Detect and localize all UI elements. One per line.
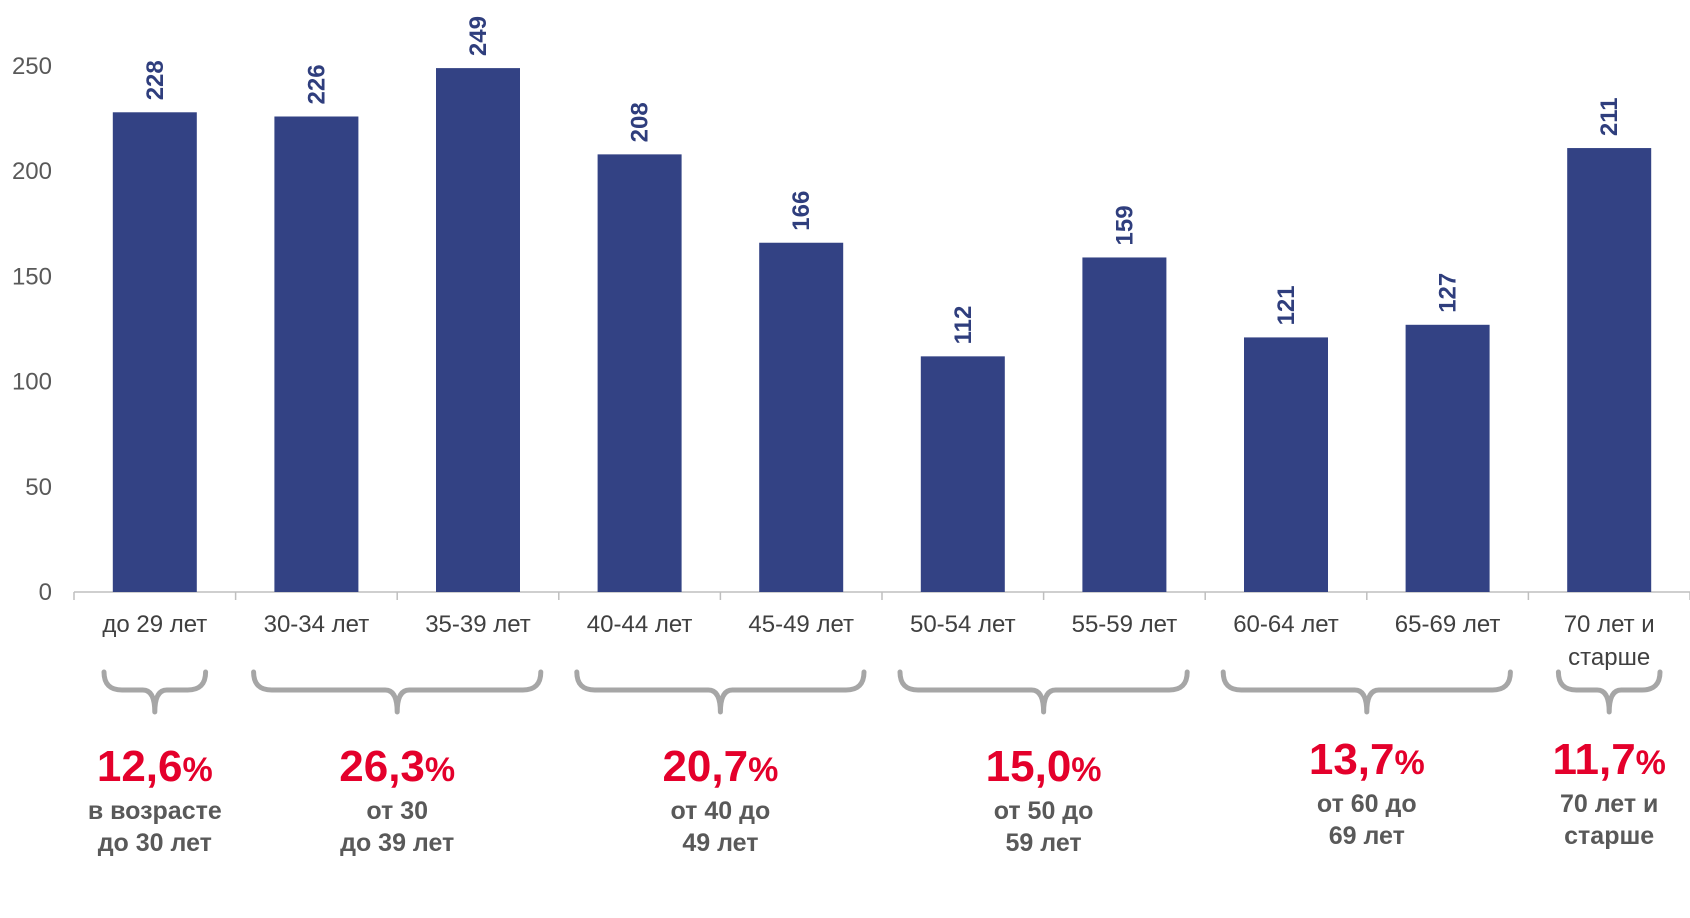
bars	[112, 68, 1652, 593]
group-brace	[1220, 669, 1513, 715]
bar	[112, 112, 197, 593]
bar	[1567, 148, 1652, 592]
y-tick-label: 0	[39, 579, 52, 606]
group-percent-value: 11,7	[1552, 735, 1636, 784]
bar	[436, 68, 520, 592]
group-description: от 60 до 69 лет	[1257, 788, 1477, 852]
group-description-line: от 40 до	[670, 797, 771, 825]
group-description-line: старше	[1564, 822, 1655, 850]
group-percent: 12,6%	[55, 742, 255, 792]
bar	[1405, 324, 1490, 592]
group-brace	[251, 669, 544, 715]
category-labels: до 29 лет 30-34 лет 35-39 лет 40-44 лет 45-4…	[102, 611, 1654, 671]
x-tick-label: 65-69 лет	[1395, 611, 1501, 638]
y-tick-label: 150	[12, 263, 52, 290]
bar	[1244, 337, 1328, 592]
bar-value-label: 121	[1273, 285, 1300, 325]
group-brace	[101, 669, 209, 715]
group-percent-value: 13,7	[1308, 735, 1395, 784]
group-percent-sign: %	[1635, 744, 1666, 782]
x-tick-label: 55-59 лет	[1072, 611, 1178, 638]
group-description-line: до 30 лет	[97, 829, 212, 857]
bar-value-label: 211	[1596, 97, 1623, 136]
bar-value-label: 249	[465, 16, 492, 56]
bar	[759, 242, 844, 592]
group-description-line: 49 лет	[682, 829, 759, 857]
group-description-line: 59 лет	[1005, 829, 1082, 857]
bar-value-label: 159	[1111, 205, 1138, 245]
bar	[274, 116, 359, 592]
x-tick-label: 30-34 лет	[264, 611, 370, 638]
y-tick-label: 200	[12, 158, 52, 185]
y-axis: 0 50 100 150 200 250	[12, 53, 52, 606]
group-percent-sign: %	[424, 751, 456, 789]
group-percent-value: 20,7	[662, 742, 749, 791]
group-description: от 30 до 39 лет	[287, 795, 507, 859]
value-labels: 228 226 249 208 166 112 159 121 127 211	[142, 16, 1623, 344]
group-description-line: в возрасте	[87, 797, 222, 825]
group-percent-sign: %	[748, 751, 779, 789]
bar-value-label: 228	[142, 60, 169, 100]
bar	[1082, 257, 1167, 592]
bar-value-label: 166	[788, 191, 815, 231]
group-brace	[1555, 669, 1663, 715]
x-tick-label: 45-49 лет	[748, 611, 854, 638]
group-description: 70 лет и старше	[1499, 788, 1690, 852]
x-axis	[73, 591, 1690, 600]
group-description: в возрасте до 30 лет	[45, 795, 265, 859]
group-percent-value: 12,6	[96, 742, 183, 791]
group-percent-sign: %	[1394, 744, 1425, 782]
x-tick-label: 40-44 лет	[587, 611, 693, 638]
group-braces	[101, 669, 1663, 715]
group-percent-value: 15,0	[985, 742, 1072, 791]
x-tick-label: до 29 лет	[102, 611, 207, 638]
bar	[597, 154, 682, 593]
bar-value-label: 112	[950, 306, 977, 345]
bar-value-label: 226	[303, 64, 330, 104]
group-brace	[574, 669, 867, 715]
x-tick-label: старше	[1568, 644, 1650, 671]
group-description-line: 70 лет и	[1559, 790, 1659, 818]
group-percent-sign: %	[182, 751, 213, 789]
group-description: от 50 до 59 лет	[934, 795, 1154, 859]
group-description-line: от 60 до	[1316, 790, 1417, 818]
y-tick-label: 250	[12, 53, 52, 80]
group-percent: 20,7%	[620, 742, 820, 792]
bar-value-label: 127	[1435, 273, 1462, 313]
group-percent: 15,0%	[944, 742, 1144, 792]
group-percent-value: 26,3	[339, 742, 425, 791]
group-percent-sign: %	[1071, 751, 1102, 789]
group-description-line: от 30	[366, 797, 429, 825]
group-brace	[897, 669, 1190, 715]
x-tick-label: 50-54 лет	[910, 611, 1016, 638]
y-tick-label: 50	[25, 474, 52, 501]
bar-value-label: 208	[627, 102, 654, 142]
group-description-line: 69 лет	[1328, 822, 1405, 850]
x-tick-label: 60-64 лет	[1233, 611, 1339, 638]
group-percent: 11,7%	[1509, 735, 1690, 785]
group-percent: 13,7%	[1267, 735, 1467, 785]
bar	[920, 356, 1005, 592]
group-description-line: от 50 до	[993, 797, 1094, 825]
y-tick-label: 100	[12, 369, 52, 396]
x-tick-label: 70 лет и	[1564, 611, 1655, 638]
group-description: от 40 до 49 лет	[610, 795, 830, 859]
x-tick-label: 35-39 лет	[425, 611, 531, 638]
group-percent: 26,3%	[297, 742, 497, 792]
group-description-line: до 39 лет	[340, 829, 455, 857]
